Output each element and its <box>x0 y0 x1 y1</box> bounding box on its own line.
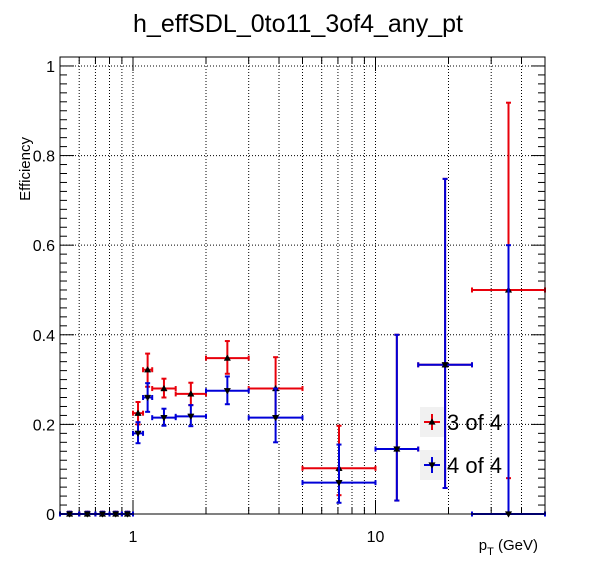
data-marker <box>143 366 152 373</box>
legend-label: 4 of 4 <box>447 453 502 478</box>
data-marker <box>335 479 343 487</box>
y-tick-label: 0 <box>46 507 55 524</box>
x-axis-title-subscript: T <box>487 546 494 558</box>
x-tick-label: 1 <box>129 529 138 546</box>
tick-labels: 0 0.2 0.4 0.6 0.8 1 1 10 <box>33 59 385 546</box>
data-point <box>151 407 177 427</box>
data-point <box>204 375 250 406</box>
legend: 3 of 4 4 of 4 <box>420 407 502 480</box>
legend-item: 3 of 4 <box>420 407 502 437</box>
data-marker <box>223 354 231 361</box>
data-marker <box>187 413 195 421</box>
data-point <box>301 443 377 504</box>
data-point <box>151 377 177 399</box>
y-axis-title: Efficiency <box>17 137 34 201</box>
data-marker <box>160 384 168 392</box>
data-marker <box>134 430 142 438</box>
x-axis-title: pT (GeV) <box>479 537 538 558</box>
data-marker <box>134 409 142 416</box>
data-marker <box>428 418 436 425</box>
x-axis-title-main: p <box>479 537 487 554</box>
data-marker <box>428 462 436 469</box>
y-tick-label: 0.2 <box>33 417 55 434</box>
y-tick-label: 0.4 <box>33 328 55 345</box>
y-tick-label: 1 <box>46 59 55 76</box>
data-marker <box>441 362 449 369</box>
data-point <box>204 340 250 375</box>
legend-label: 3 of 4 <box>447 410 502 435</box>
y-tick-label: 0.8 <box>33 149 55 166</box>
data-marker <box>160 415 168 422</box>
y-tick-label: 0.6 <box>33 238 55 255</box>
legend-item: 4 of 4 <box>420 450 502 480</box>
data-marker <box>143 394 152 402</box>
data-point <box>131 400 145 426</box>
chart-title: h_effSDL_0to11_3of4_any_pt <box>133 10 463 38</box>
data-point <box>374 333 420 502</box>
data-marker <box>187 390 195 397</box>
data-point <box>142 352 154 388</box>
data-point <box>247 387 304 444</box>
x-tick-label: 10 <box>367 529 385 546</box>
data-point <box>142 382 154 413</box>
data-marker <box>223 388 231 395</box>
plot-frame <box>59 56 546 515</box>
data-point <box>174 404 207 428</box>
data-marker <box>393 446 401 453</box>
x-axis-title-rest: (GeV) <box>494 537 538 554</box>
data-point <box>131 421 145 445</box>
data-marker <box>271 415 280 422</box>
data-point <box>417 177 474 490</box>
